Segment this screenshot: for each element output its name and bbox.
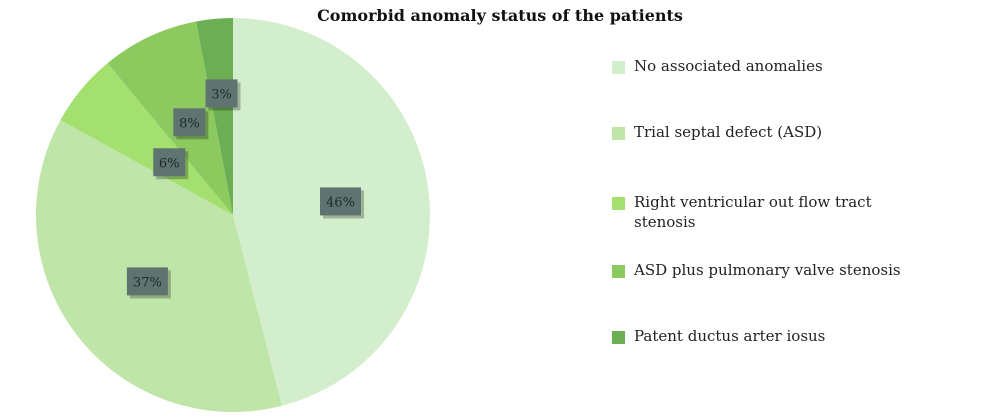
legend-label: ASD plus pulmonary valve stenosis (634, 261, 901, 279)
legend-item: Patent ductus arter iosus (612, 326, 992, 346)
legend-label: Patent ductus arter iosus (634, 327, 826, 345)
legend-item: Right ventricular out flow tract stenosi… (612, 192, 992, 232)
slice-percent-text: 37% (133, 275, 162, 290)
slice-label-3: 6% (153, 148, 189, 180)
slice-percent-text: 8% (179, 116, 200, 131)
slice-percent-text: 6% (159, 156, 180, 171)
slice-label-5: 3% (205, 79, 241, 111)
slice-label-2: 37% (126, 267, 171, 299)
legend-swatch (612, 61, 625, 74)
slice-label-4: 8% (173, 108, 209, 140)
legend-swatch (612, 265, 625, 278)
legend-label: No associated anomalies (634, 57, 823, 75)
pie-slice-5 (196, 18, 233, 215)
slice-label-1: 46% (319, 187, 364, 219)
legend-item: ASD plus pulmonary valve stenosis (612, 260, 992, 280)
legend-label: Right ventricular out flow tract stenosi… (634, 193, 872, 231)
legend-label: Trial septal defect (ASD) (634, 123, 823, 141)
pie-slice-4 (107, 21, 233, 216)
slice-percent-text: 46% (326, 195, 355, 210)
legend-swatch (612, 127, 625, 140)
legend-swatch (612, 197, 625, 210)
legend-item: No associated anomalies (612, 56, 992, 76)
pie-slice-3 (60, 63, 233, 215)
slice-percent-text: 3% (211, 87, 232, 102)
chart-title: Comorbid anomaly status of the patients (317, 6, 683, 25)
pie-slice-2 (35, 120, 282, 412)
legend-item: Trial septal defect (ASD) (612, 122, 992, 142)
legend-swatch (612, 331, 625, 344)
